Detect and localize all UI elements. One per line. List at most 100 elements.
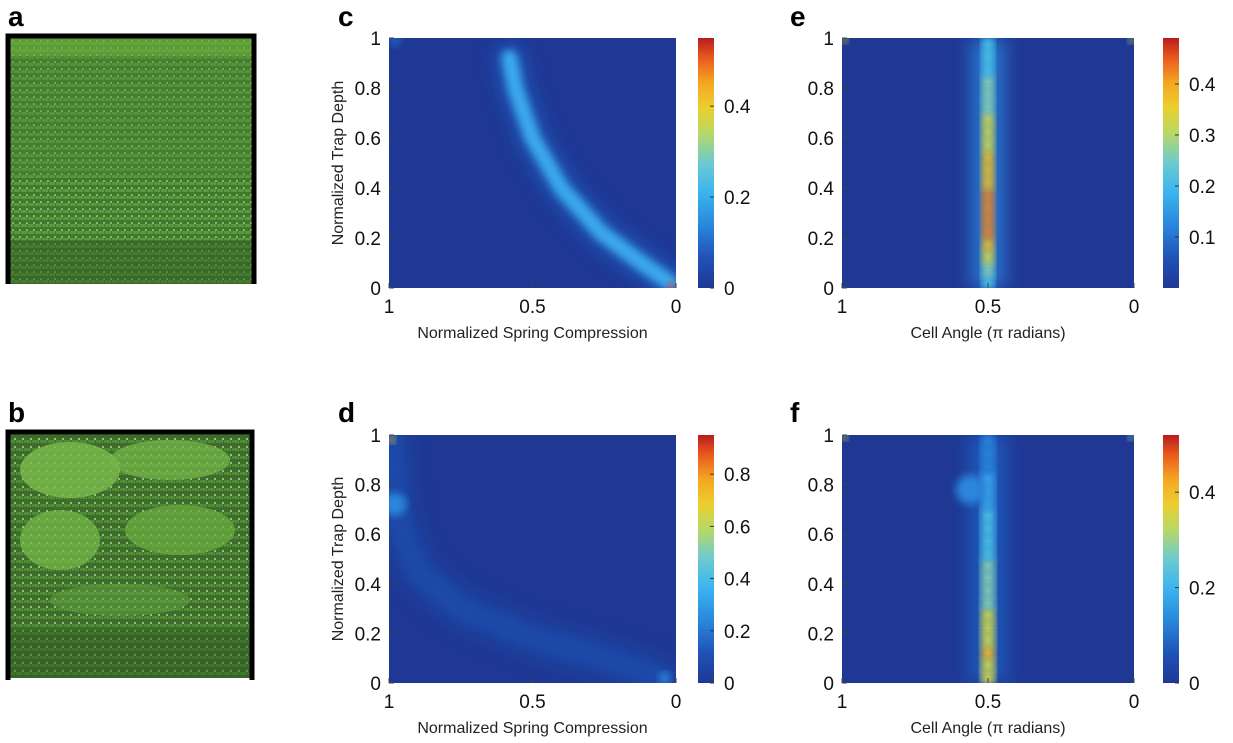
y-tick-label: 0 [370, 279, 381, 300]
density-band-segment [982, 225, 994, 239]
y-tick-label: 0.4 [355, 575, 382, 596]
density-band-segment [981, 559, 995, 573]
colorbar [1163, 38, 1179, 288]
density-band-segment [981, 658, 995, 672]
density-band-segment [982, 125, 994, 139]
density-band-segment [981, 459, 995, 474]
x-axis-label: Cell Angle (π radians) [910, 720, 1065, 737]
colorbar-tick-label: 0 [724, 279, 735, 300]
x-tick-label: 0.5 [519, 297, 545, 318]
density-band-segment [982, 175, 994, 189]
density-band-segment [981, 509, 995, 523]
density-spot [389, 38, 401, 47]
colorbar-tick-label: 0 [724, 674, 735, 695]
colorbar [698, 435, 714, 683]
density-band-segment [981, 633, 995, 647]
density-band-segment [981, 497, 995, 511]
y-tick-label: 0.8 [808, 476, 834, 497]
density-spot [1128, 38, 1134, 44]
heatmap-d: 0 0.2 0.4 0.6 0.8 1 1 0.5 0 Normalized Spring Com… [330, 426, 751, 737]
y-tick-label: 0.8 [355, 79, 381, 100]
colorbar [698, 38, 714, 288]
density-band-segment [982, 138, 994, 152]
x-tick-label: 0.5 [975, 692, 1001, 713]
density-band-segment [981, 447, 995, 461]
panel-letter-a: a [8, 1, 24, 32]
y-tick-label: 1 [823, 426, 834, 447]
x-tick-label: 0 [671, 692, 682, 713]
density-band-segment [982, 88, 994, 102]
density-band-segment [982, 150, 994, 164]
x-tick-label: 0 [1129, 692, 1140, 713]
colorbar-tick-label: 0 [1189, 674, 1200, 695]
colorbar-tick-label: 0.4 [724, 570, 751, 591]
panel-b-image [5, 429, 255, 680]
y-tick-label: 0.6 [355, 525, 381, 546]
density-spot [955, 474, 986, 505]
density-ridge [501, 50, 676, 288]
y-tick-label: 1 [370, 426, 381, 447]
colorbar-tick-label: 0.4 [1189, 75, 1216, 96]
x-tick-label: 0.5 [519, 692, 545, 713]
density-band-segment [982, 50, 994, 64]
y-tick-label: 0 [823, 279, 834, 300]
density-band-segment [982, 100, 994, 114]
density-spot [389, 492, 407, 516]
density-band-segment [981, 596, 995, 610]
density-spot [658, 672, 671, 683]
density-band-segment [982, 38, 994, 52]
y-axis-label: Normalized Trap Depth [330, 477, 347, 642]
x-tick-label: 1 [837, 692, 848, 713]
colorbar-tick-label: 0.1 [1189, 228, 1215, 249]
y-tick-label: 0 [370, 674, 381, 695]
density-spot [842, 38, 848, 44]
x-tick-label: 1 [384, 297, 395, 318]
y-tick-label: 1 [370, 29, 381, 50]
colorbar-tick-label: 0.2 [724, 188, 750, 209]
density-band-segment [981, 571, 995, 585]
density-band-segment [981, 534, 995, 548]
density-band-segment [981, 546, 995, 560]
panel-a-image [5, 33, 257, 284]
colorbar [1163, 435, 1179, 683]
density-band-segment [981, 472, 995, 486]
density-band-segment [982, 275, 994, 288]
colorbar-tick-label: 0.4 [724, 97, 751, 118]
colorbar-tick-label: 0.8 [724, 465, 750, 486]
density-band-segment [982, 250, 994, 264]
y-tick-label: 0.2 [808, 624, 834, 645]
y-tick-label: 0.6 [808, 525, 834, 546]
x-tick-label: 1 [384, 692, 395, 713]
density-band-segment [981, 435, 995, 449]
density-spot [842, 435, 848, 441]
y-axis-label: Normalized Trap Depth [330, 81, 347, 246]
density-band-segment [982, 163, 994, 177]
density-spot [666, 282, 674, 288]
y-tick-label: 0.8 [808, 79, 834, 100]
colorbar-tick-label: 0.2 [1189, 579, 1215, 600]
panel-letter-d: d [338, 397, 355, 428]
density-band-segment [981, 521, 995, 536]
panel-letter-f: f [790, 397, 800, 428]
colorbar-tick-label: 0.2 [724, 622, 750, 643]
y-tick-label: 0.2 [355, 229, 381, 250]
density-band-segment [982, 188, 994, 202]
heatmap-f: 0 0.2 0.4 0.6 0.8 1 1 0.5 0 Cell Angle (π radians… [808, 426, 1216, 737]
density-band-segment [982, 200, 994, 214]
density-band-segment [982, 263, 994, 277]
heatmap-c: 0 0.2 0.4 0.6 0.8 1 1 0.5 0 Normalized Spring Com… [330, 29, 751, 342]
heatmap-e: 0 0.2 0.4 0.6 0.8 1 1 0.5 0 Cell Angle (π radians… [808, 29, 1216, 342]
y-tick-label: 0.6 [808, 129, 834, 150]
panel-letter-b: b [8, 397, 25, 428]
density-band-segment [981, 670, 995, 683]
density-spot [1128, 435, 1134, 441]
density-band-segment [981, 645, 995, 660]
x-axis-label: Normalized Spring Compression [417, 720, 647, 737]
x-tick-label: 0.5 [975, 297, 1001, 318]
y-tick-label: 0.8 [355, 476, 381, 497]
y-tick-label: 0.2 [808, 229, 834, 250]
density-spot [389, 436, 396, 444]
density-band-segment [982, 113, 994, 127]
y-tick-label: 0 [823, 674, 834, 695]
